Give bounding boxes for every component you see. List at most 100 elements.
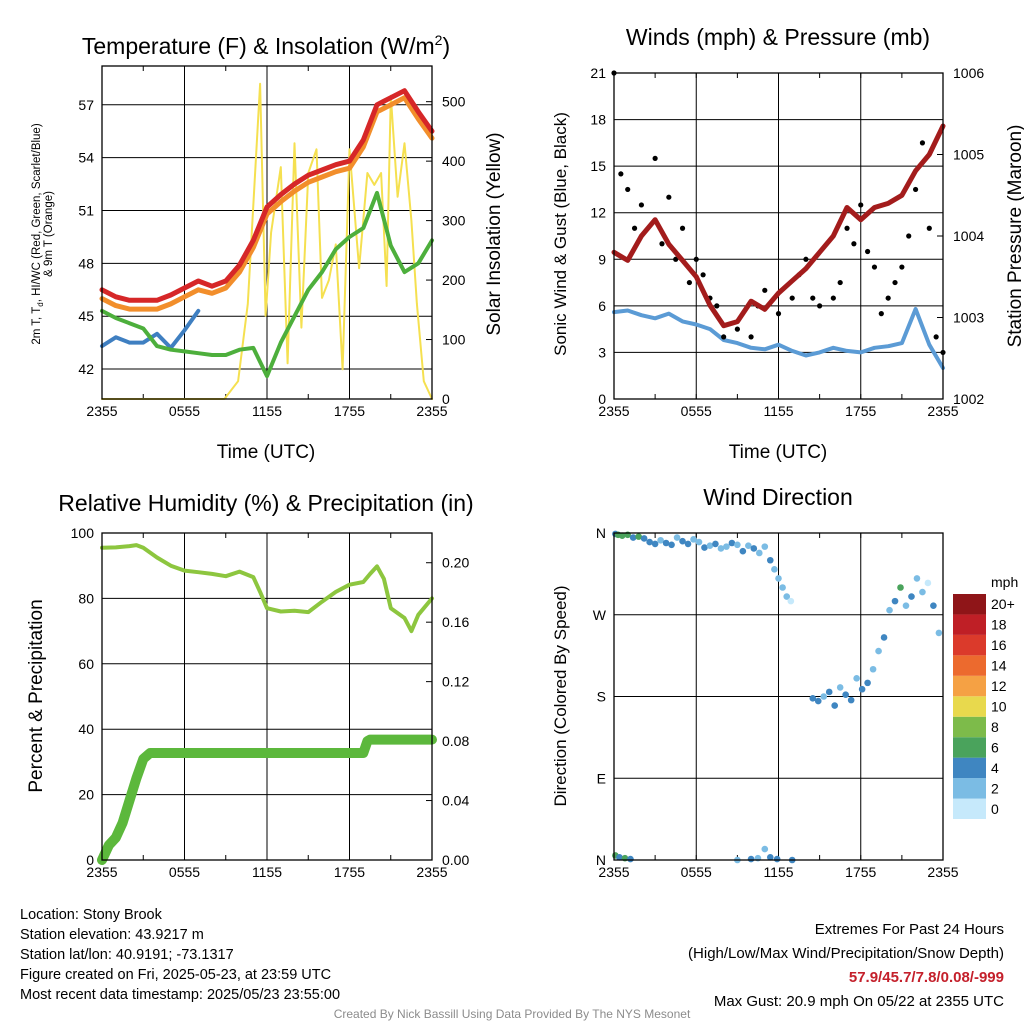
colorbar-swatch bbox=[953, 634, 986, 656]
direction-point bbox=[858, 685, 866, 693]
rh-x-tick-label: 2355 bbox=[86, 864, 117, 880]
wind-y-tick-label: 0 bbox=[598, 391, 606, 407]
gust-point bbox=[693, 256, 699, 262]
direction-point bbox=[842, 691, 849, 698]
direction-point bbox=[728, 539, 736, 547]
rh-y-tick-label: 100 bbox=[71, 525, 95, 541]
direction-point bbox=[750, 545, 758, 552]
direction-point bbox=[745, 542, 752, 550]
temp-right-tick-label: 500 bbox=[442, 94, 466, 110]
temp-y-tick-label: 42 bbox=[78, 361, 94, 377]
direction-title: Wind Direction bbox=[703, 484, 853, 510]
colorbar-label: 2 bbox=[991, 780, 999, 796]
dir-y-tick-label: E bbox=[597, 770, 606, 786]
gust-point bbox=[618, 171, 624, 177]
temperature-x-label: Time (UTC) bbox=[217, 442, 316, 463]
colorbar-swatch bbox=[953, 798, 986, 819]
humidity-plot-area: 2355 0555 1155 1755 23550204060801000.000.04… bbox=[71, 525, 470, 880]
temp-frame bbox=[101, 65, 433, 400]
colorbar-swatch bbox=[953, 614, 986, 635]
direction-point bbox=[662, 539, 670, 547]
gust-point bbox=[714, 303, 720, 309]
colorbar-label: 4 bbox=[991, 760, 999, 776]
latlon-text: Station lat/lon: 40.9191; -73.1317 bbox=[20, 947, 234, 963]
series-sonic-wind bbox=[612, 307, 945, 370]
direction-point bbox=[717, 545, 725, 552]
extremes-description: (High/Low/Max Wind/Precipitation/Snow De… bbox=[688, 945, 1004, 962]
direction-point bbox=[706, 542, 714, 550]
wind-right-tick-label: 1002 bbox=[953, 391, 984, 407]
wind-x-tick-label: 2355 bbox=[927, 403, 958, 419]
direction-point bbox=[657, 536, 664, 544]
colorbar-label: 18 bbox=[991, 617, 1007, 633]
dir-y-tick-label: S bbox=[597, 689, 606, 705]
direction-point bbox=[891, 597, 899, 605]
direction-point bbox=[880, 634, 888, 641]
direction-point bbox=[646, 538, 653, 546]
temp-x-tick-label: 0555 bbox=[169, 403, 200, 419]
gust-point bbox=[810, 295, 816, 301]
direction-point bbox=[886, 606, 893, 614]
direction-point bbox=[820, 693, 828, 700]
direction-point bbox=[924, 579, 932, 587]
gust-point bbox=[652, 155, 658, 161]
series-precipitation bbox=[97, 734, 437, 865]
direction-point bbox=[766, 556, 774, 564]
winds-title: Winds (mph) & Pressure (mb) bbox=[626, 24, 930, 50]
direction-point bbox=[712, 540, 719, 548]
direction-point bbox=[761, 845, 769, 853]
wind-frame bbox=[613, 72, 944, 400]
wind-y-tick-label: 12 bbox=[590, 205, 606, 221]
wind-right-tick-label: 1005 bbox=[953, 147, 984, 163]
direction-point bbox=[747, 855, 755, 863]
colorbar-swatch bbox=[953, 757, 986, 779]
direction-point bbox=[673, 534, 681, 541]
direction-left-label: Direction (Colored By Speed) bbox=[551, 585, 570, 806]
humidity-left-label: Percent & Precipitation bbox=[26, 599, 47, 792]
gust-point bbox=[912, 186, 919, 193]
extremes-title: Extremes For Past 24 Hours bbox=[814, 921, 1004, 938]
colorbar-label: 16 bbox=[991, 637, 1007, 653]
humidity-panel: Relative Humidity (%) & Precipitation (i… bbox=[26, 490, 474, 880]
direction-point bbox=[779, 584, 786, 591]
direction-point bbox=[908, 593, 915, 600]
dir-x-tick-label: 1155 bbox=[763, 864, 793, 880]
temp-y-tick-label: 57 bbox=[78, 97, 94, 113]
temp-x-tick-label: 2355 bbox=[86, 403, 117, 419]
rh-y-tick-label: 80 bbox=[78, 590, 94, 606]
wind-x-tick-label: 0555 bbox=[681, 403, 712, 419]
gust-point bbox=[844, 225, 850, 231]
direction-point bbox=[825, 688, 833, 696]
winds-left-label: Sonic Wind & Gust (Blue, Black) bbox=[551, 112, 570, 356]
series-td bbox=[100, 190, 434, 379]
temperature-panel: Temperature (F) & Insolation (W/m2) 2355… bbox=[31, 32, 505, 463]
direction-point bbox=[618, 532, 626, 540]
series-station-pressure bbox=[611, 123, 946, 329]
gust-point bbox=[906, 233, 912, 239]
direction-point bbox=[635, 533, 642, 540]
series-relative-humidity bbox=[100, 543, 434, 634]
temp-right-tick-label: 300 bbox=[442, 213, 466, 229]
dir-y-tick-label: W bbox=[593, 607, 607, 623]
colorbar-swatch bbox=[953, 655, 986, 676]
location-text: Location: Stony Brook bbox=[20, 907, 162, 923]
gust-point bbox=[659, 241, 665, 247]
direction-point bbox=[766, 853, 774, 861]
temp-right-tick-label: 0 bbox=[442, 391, 450, 407]
gust-point bbox=[865, 248, 871, 255]
speed-colorbar: 0 2 4 6 8 10 12 14 16 18 20+ bbox=[953, 594, 1015, 819]
gust-point bbox=[673, 256, 679, 262]
direction-point bbox=[679, 537, 686, 545]
gust-point bbox=[919, 140, 926, 146]
humidity-title: Relative Humidity (%) & Precipitation (i… bbox=[58, 490, 473, 516]
direction-point bbox=[935, 629, 943, 637]
gust-point bbox=[700, 272, 706, 278]
gust-point bbox=[631, 225, 638, 231]
temp-right-tick-label: 200 bbox=[442, 272, 466, 288]
rh-x-tick-label: 2355 bbox=[416, 864, 447, 880]
rh-right-tick-label: 0.16 bbox=[442, 614, 469, 630]
gust-point bbox=[837, 279, 843, 286]
wind-y-tick-label: 9 bbox=[598, 251, 606, 267]
